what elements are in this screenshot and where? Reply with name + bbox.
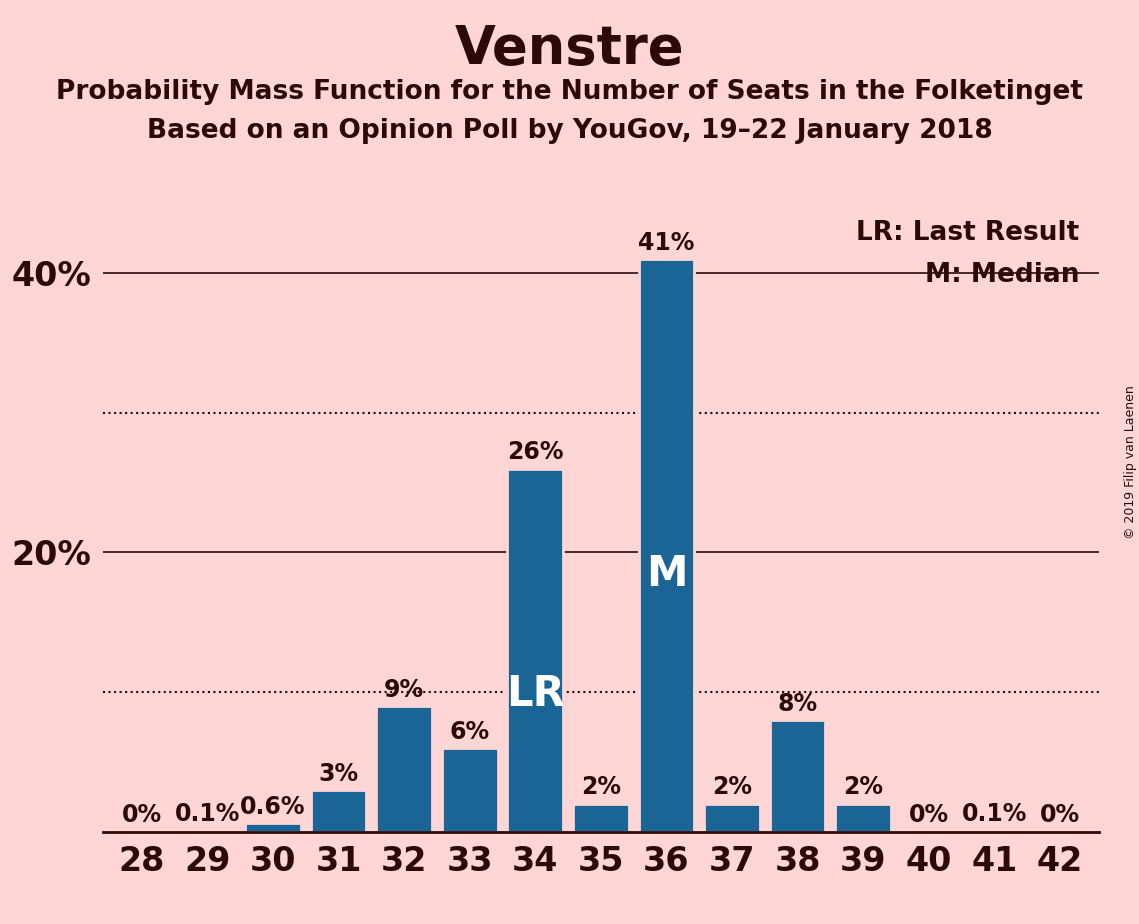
Text: 2%: 2% (712, 775, 752, 799)
Text: 8%: 8% (778, 692, 818, 716)
Bar (770, 720, 826, 832)
Text: 0%: 0% (1040, 803, 1080, 827)
Bar (180, 830, 236, 832)
Text: 3%: 3% (319, 761, 359, 785)
Text: © 2019 Filip van Laenen: © 2019 Filip van Laenen (1124, 385, 1137, 539)
Text: 2%: 2% (843, 775, 883, 799)
Bar (245, 823, 301, 832)
Text: 6%: 6% (450, 720, 490, 744)
Bar (311, 790, 367, 832)
Bar (573, 804, 629, 832)
Bar (704, 804, 760, 832)
Text: Based on an Opinion Poll by YouGov, 19–22 January 2018: Based on an Opinion Poll by YouGov, 19–2… (147, 118, 992, 144)
Bar (442, 748, 498, 832)
Text: 0%: 0% (909, 803, 949, 827)
Text: M: Median: M: Median (925, 261, 1080, 288)
Text: LR: Last Result: LR: Last Result (857, 220, 1080, 246)
Bar (966, 830, 1022, 832)
Text: Venstre: Venstre (454, 23, 685, 75)
Text: 2%: 2% (581, 775, 621, 799)
Text: 41%: 41% (638, 231, 695, 255)
Text: 0%: 0% (122, 803, 162, 827)
Text: 0.6%: 0.6% (240, 795, 305, 819)
Bar (639, 259, 695, 832)
Text: 0.1%: 0.1% (961, 802, 1027, 826)
Text: 9%: 9% (384, 677, 424, 701)
Text: Probability Mass Function for the Number of Seats in the Folketinget: Probability Mass Function for the Number… (56, 79, 1083, 104)
Text: 26%: 26% (507, 441, 564, 465)
Text: 0.1%: 0.1% (174, 802, 240, 826)
Bar (376, 706, 432, 832)
Bar (507, 468, 563, 832)
Text: LR: LR (506, 673, 565, 714)
Bar (835, 804, 891, 832)
Text: M: M (646, 553, 687, 595)
